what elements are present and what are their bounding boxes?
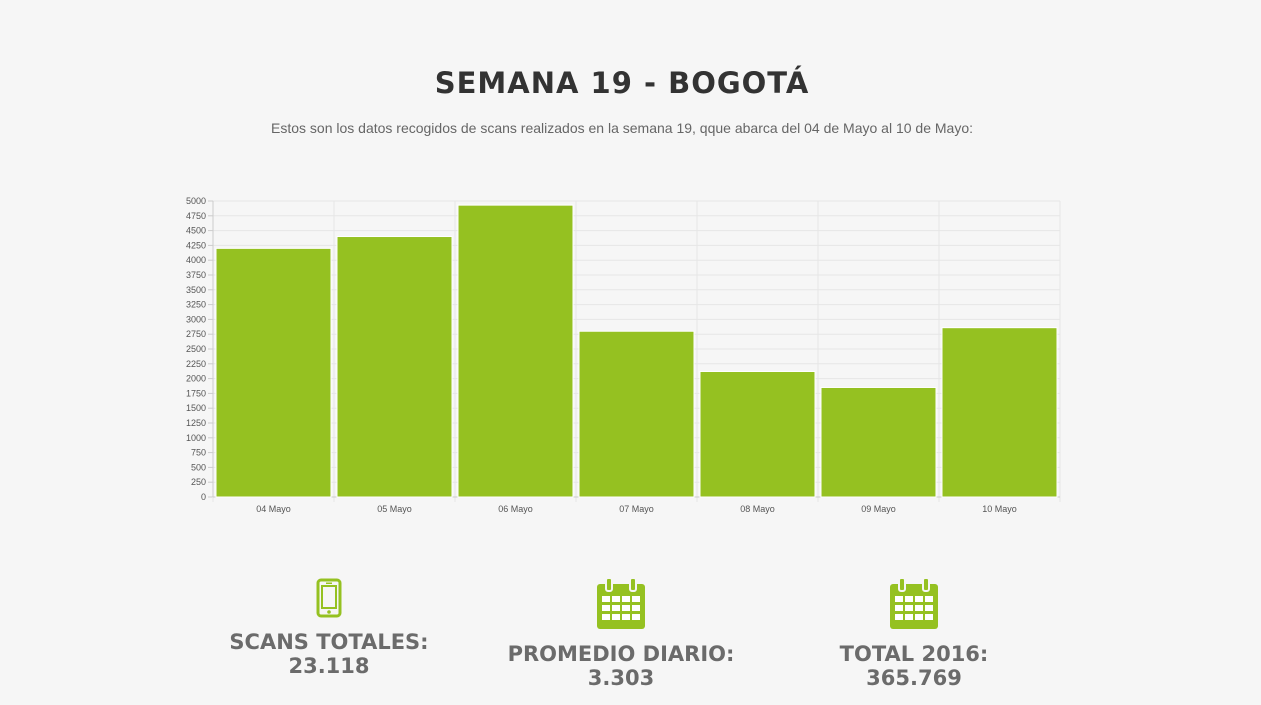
y-tick-label: 1750 (186, 388, 206, 398)
y-tick-label: 3250 (186, 300, 206, 310)
y-tick-label: 2500 (186, 344, 206, 354)
y-tick-label: 2000 (186, 374, 206, 384)
bar (457, 204, 574, 498)
stat-label: TOTAL 2016: (839, 642, 989, 666)
bar (699, 370, 816, 498)
calendar-icon (597, 578, 645, 629)
x-tick-label: 10 Mayo (982, 504, 1017, 514)
y-tick-label: 1500 (186, 403, 206, 413)
x-tick-label: 04 Mayo (256, 504, 291, 514)
stat-value: 365.769 (866, 666, 962, 690)
bar (578, 330, 695, 498)
y-tick-label: 0 (201, 492, 206, 502)
stat-label: PROMEDIO DIARIO: (507, 642, 735, 666)
y-tick-label: 4750 (186, 211, 206, 221)
y-tick-label: 3750 (186, 270, 206, 280)
y-tick-label: 3500 (186, 285, 206, 295)
y-tick-label: 1000 (186, 433, 206, 443)
y-tick-label: 3000 (186, 314, 206, 324)
page-subtitle: Estos son los datos recogidos de scans r… (271, 120, 973, 136)
bar-chart: 0 250 500 750 1000 1250 1500 1750 2000 2250 2500 27… (170, 190, 1070, 520)
smartphone-icon (316, 578, 342, 618)
x-tick-label: 05 Mayo (377, 504, 412, 514)
bar (215, 247, 332, 498)
bar (820, 386, 937, 498)
stat-total-2016: TOTAL 2016: 365.769 (784, 578, 1044, 690)
y-tick-label: 4500 (186, 226, 206, 236)
y-tick-label: 250 (191, 477, 206, 487)
bar-chart-svg: 0 250 500 750 1000 1250 1500 1750 2000 2250 2500 27… (186, 196, 1061, 514)
page-title: SEMANA 19 - BOGOTÁ (434, 66, 810, 100)
bar (941, 327, 1058, 498)
x-tick-label: 06 Mayo (498, 504, 533, 514)
stat-value: 23.118 (288, 654, 370, 678)
y-tick-label: 500 (191, 462, 206, 472)
stat-value: 3.303 (587, 666, 655, 690)
y-tick-label: 4000 (186, 255, 206, 265)
calendar-icon (890, 578, 938, 629)
y-tick-label: 2750 (186, 329, 206, 339)
stat-promedio-diario: PROMEDIO DIARIO: 3.303 (491, 578, 751, 690)
x-tick-label: 08 Mayo (740, 504, 775, 514)
y-tick-label: 4250 (186, 240, 206, 250)
stat-scans-totales: SCANS TOTALES: 23.118 (199, 578, 459, 678)
y-tick-label: 2250 (186, 359, 206, 369)
stat-label: SCANS TOTALES: (229, 630, 429, 654)
y-tick-label: 5000 (186, 196, 206, 206)
x-tick-label: 07 Mayo (619, 504, 654, 514)
y-tick-label: 1250 (186, 418, 206, 428)
bar (336, 236, 453, 498)
y-tick-label: 750 (191, 448, 206, 458)
x-tick-label: 09 Mayo (861, 504, 896, 514)
